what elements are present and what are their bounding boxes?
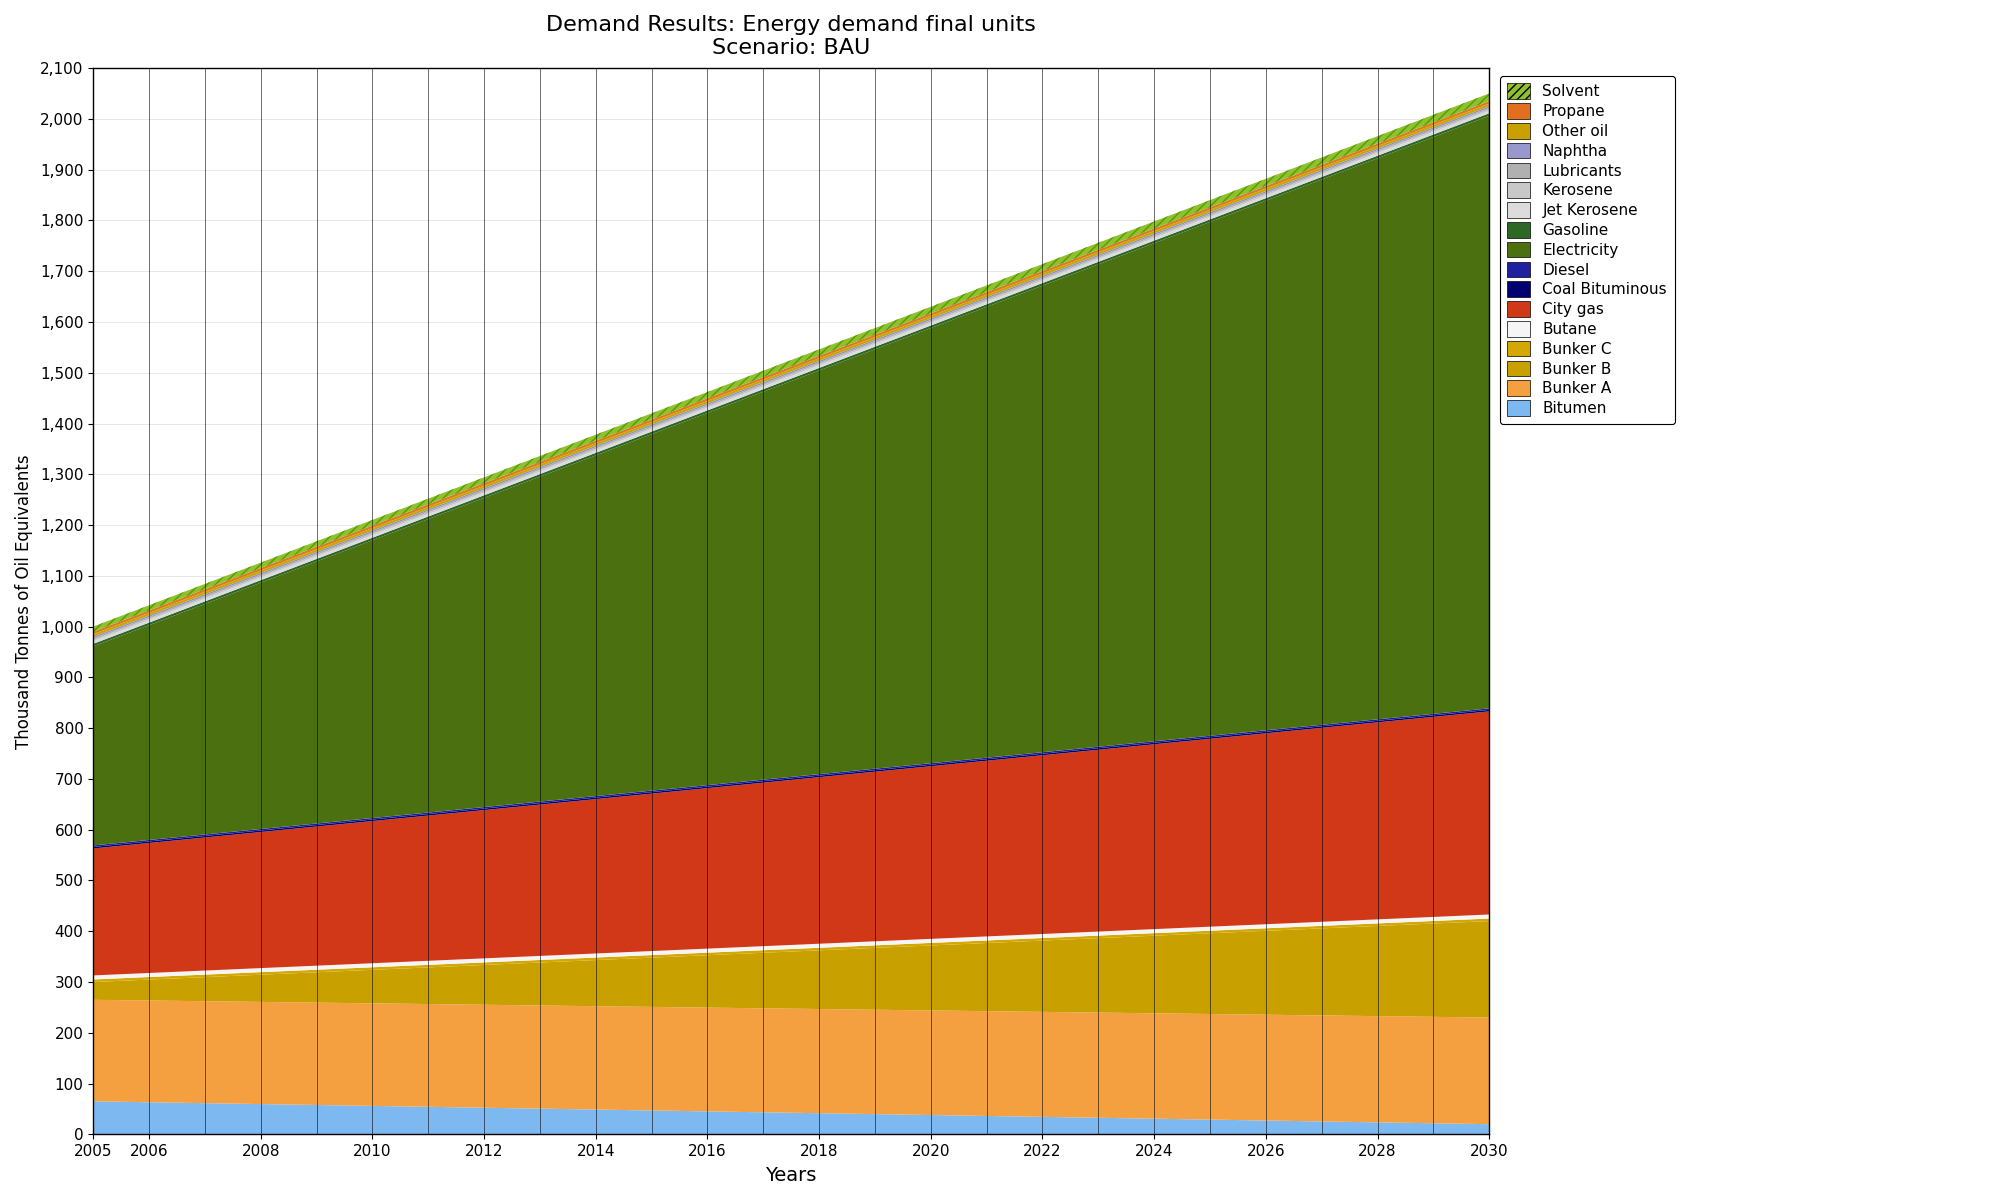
Y-axis label: Thousand Tonnes of Oil Equivalents: Thousand Tonnes of Oil Equivalents bbox=[16, 454, 34, 749]
Legend: Solvent, Propane, Other oil, Naphtha, Lubricants, Kerosene, Jet Kerosene, Gasoli: Solvent, Propane, Other oil, Naphtha, Lu… bbox=[1500, 76, 1674, 424]
X-axis label: Years: Years bbox=[766, 1166, 816, 1186]
Title: Demand Results: Energy demand final units
Scenario: BAU: Demand Results: Energy demand final unit… bbox=[546, 14, 1036, 58]
